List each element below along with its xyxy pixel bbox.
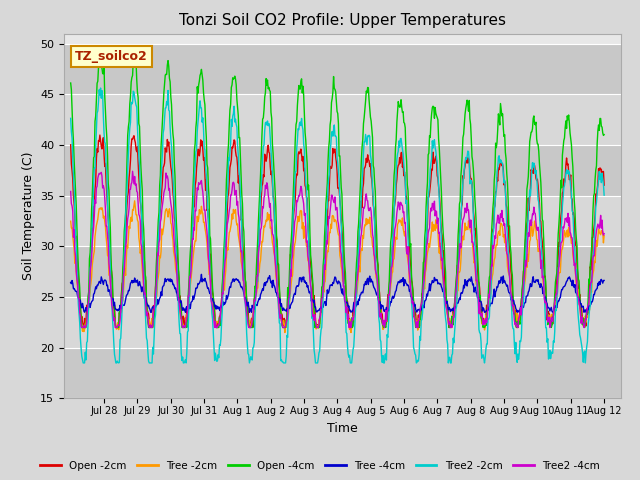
Text: TZ_soilco2: TZ_soilco2 (75, 50, 148, 63)
Bar (64, 145, 621, 196)
Bar (64, 44, 621, 95)
Bar (64, 95, 621, 145)
Legend: Open -2cm, Tree -2cm, Open -4cm, Tree -4cm, Tree2 -2cm, Tree2 -4cm: Open -2cm, Tree -2cm, Open -4cm, Tree -4… (36, 456, 604, 475)
X-axis label: Time: Time (327, 421, 358, 434)
Bar (64, 196, 621, 246)
Bar (64, 348, 621, 398)
Y-axis label: Soil Temperature (C): Soil Temperature (C) (22, 152, 35, 280)
Bar (64, 297, 621, 348)
Bar (64, 246, 621, 297)
Title: Tonzi Soil CO2 Profile: Upper Temperatures: Tonzi Soil CO2 Profile: Upper Temperatur… (179, 13, 506, 28)
